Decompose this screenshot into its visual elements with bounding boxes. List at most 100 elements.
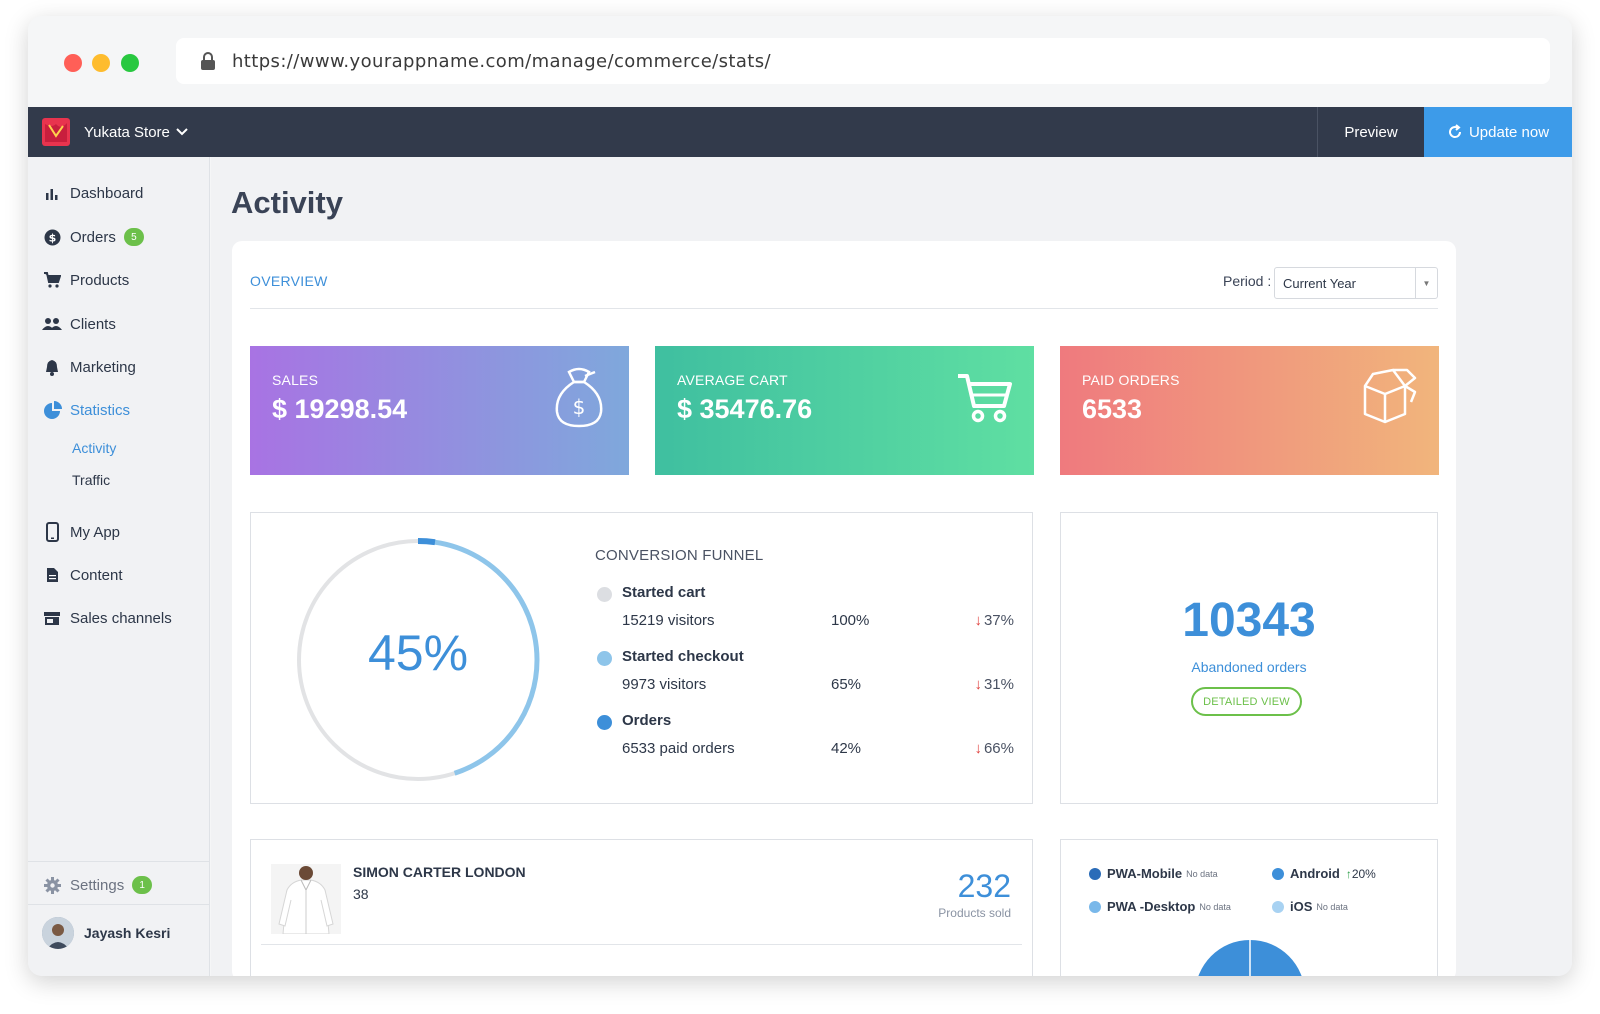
sidebar-item-clients[interactable]: Clients bbox=[42, 314, 116, 334]
funnel-title: CONVERSION FUNNEL bbox=[595, 547, 764, 564]
sidebar-item-statistics[interactable]: Statistics bbox=[42, 400, 130, 420]
sidebar-divider bbox=[28, 861, 210, 862]
subnav-traffic[interactable]: Traffic bbox=[72, 472, 111, 488]
funnel-step-name: Started cart bbox=[622, 584, 706, 601]
sidebar-item-settings[interactable]: Settings 1 bbox=[42, 875, 153, 895]
funnel-step-change-value: 37% bbox=[983, 612, 1014, 629]
maximize-window-dot[interactable] bbox=[121, 54, 139, 72]
cart-icon bbox=[42, 270, 62, 290]
sidebar-item-label: Content bbox=[70, 566, 123, 584]
platform-pie-chart bbox=[1198, 940, 1302, 976]
address-bar[interactable]: https://www.yourappname.com/manage/comme… bbox=[176, 38, 1550, 84]
funnel-step-name: Orders bbox=[622, 712, 672, 729]
legend-name: PWA-Mobile bbox=[1107, 866, 1183, 881]
user-name: Jayash Kesri bbox=[84, 925, 171, 941]
kpi-value: 6533 bbox=[1082, 394, 1143, 424]
close-window-dot[interactable] bbox=[64, 54, 82, 72]
money-bag-icon: $ bbox=[555, 367, 603, 428]
sidebar: Dashboard $ Orders 5 Products Clients M bbox=[28, 157, 210, 976]
sidebar-item-marketing[interactable]: Marketing bbox=[42, 357, 136, 377]
sidebar-item-dashboard[interactable]: Dashboard bbox=[42, 183, 143, 203]
period-value: Current Year bbox=[1283, 275, 1356, 291]
sidebar-item-sales-channels[interactable]: Sales channels bbox=[42, 608, 172, 628]
funnel-step-change-value: 66% bbox=[983, 740, 1014, 757]
legend-dot bbox=[1272, 900, 1284, 913]
lock-icon bbox=[201, 52, 215, 70]
legend-status: No data bbox=[1199, 901, 1231, 912]
abandoned-orders-value: 10343 bbox=[1182, 594, 1316, 647]
dollar-circle-icon: $ bbox=[42, 227, 62, 247]
product-name: SIMON CARTER LONDON bbox=[353, 864, 526, 880]
funnel-step-name: Started checkout bbox=[622, 648, 744, 665]
store-logo bbox=[42, 118, 70, 146]
legend-android: Android ↑20% bbox=[1272, 866, 1376, 881]
products-sold-value: 232 bbox=[957, 868, 1011, 904]
orders-count-badge: 5 bbox=[123, 228, 144, 246]
sidebar-item-label: Sales channels bbox=[70, 609, 172, 627]
paid-orders-kpi-card: PAID ORDERS 6533 bbox=[1060, 346, 1439, 475]
legend-pwa-mobile: PWA-Mobile No data bbox=[1089, 866, 1218, 881]
detailed-view-button[interactable]: DETAILED VIEW bbox=[1191, 687, 1302, 716]
arrow-down-icon: ↓ bbox=[974, 740, 982, 757]
svg-text:$: $ bbox=[573, 395, 586, 419]
panel-divider bbox=[250, 308, 1438, 309]
main-content: Activity OVERVIEW Period : Current Year … bbox=[211, 157, 1572, 976]
funnel-step-change: ↓ 37% bbox=[974, 612, 1014, 629]
abandoned-orders-label: Abandoned orders bbox=[1191, 659, 1307, 675]
arrow-down-icon: ↓ bbox=[974, 612, 982, 629]
settings-count-badge: 1 bbox=[132, 876, 153, 894]
sidebar-item-label: Marketing bbox=[70, 358, 136, 376]
document-icon bbox=[42, 565, 62, 585]
subnav-activity[interactable]: Activity bbox=[72, 440, 117, 456]
products-sold-label: Products sold bbox=[938, 906, 1011, 920]
arrow-down-icon: ↓ bbox=[974, 676, 982, 693]
preview-button[interactable]: Preview bbox=[1317, 107, 1424, 157]
sidebar-item-label: Statistics bbox=[70, 401, 131, 419]
legend-name: iOS bbox=[1290, 899, 1313, 914]
legend-name: PWA -Desktop bbox=[1107, 899, 1196, 914]
overview-panel: OVERVIEW Period : Current Year ▼ SALES $… bbox=[232, 241, 1456, 976]
kpi-label: AVERAGE CART bbox=[677, 372, 788, 388]
product-quantity: 38 bbox=[353, 886, 369, 902]
arrow-up-icon: ↑ bbox=[1345, 866, 1352, 881]
average-cart-kpi-card: AVERAGE CART $ 35476.76 bbox=[655, 346, 1034, 475]
user-profile[interactable]: Jayash Kesri bbox=[42, 917, 170, 949]
phone-icon bbox=[42, 522, 62, 542]
legend-name: Android bbox=[1290, 866, 1340, 881]
funnel-step-visitors: 9973 visitors bbox=[622, 676, 707, 693]
sidebar-divider bbox=[28, 904, 210, 905]
bar-chart-icon bbox=[42, 183, 62, 203]
app-header: Yukata Store Preview Update now bbox=[28, 107, 1572, 157]
url-text: https://www.yourappname.com/manage/comme… bbox=[232, 50, 772, 72]
tab-overview[interactable]: OVERVIEW bbox=[250, 273, 328, 289]
period-label: Period : bbox=[1223, 273, 1272, 289]
sidebar-item-my-app[interactable]: My App bbox=[42, 522, 120, 542]
product-divider bbox=[261, 944, 1022, 945]
conversion-ring-chart bbox=[296, 537, 540, 782]
update-now-label: Update now bbox=[1468, 123, 1550, 141]
update-now-button[interactable]: Update now bbox=[1424, 107, 1572, 157]
platform-breakdown-card: PWA-Mobile No data Android ↑20% PWA -Des… bbox=[1060, 839, 1438, 976]
refresh-icon bbox=[1448, 124, 1461, 138]
sales-kpi-card: SALES $ 19298.54 $ bbox=[250, 346, 629, 475]
legend-pwa-desktop: PWA -Desktop No data bbox=[1089, 899, 1231, 914]
funnel-dot-started-cart bbox=[597, 587, 612, 602]
store-switcher[interactable]: Yukata Store bbox=[28, 107, 188, 157]
store-icon bbox=[42, 608, 62, 628]
legend-status-value: 20% bbox=[1351, 866, 1376, 881]
bell-icon bbox=[42, 357, 62, 377]
product-image bbox=[271, 864, 341, 935]
users-icon bbox=[42, 314, 62, 334]
conversion-funnel-card: 45% CONVERSION FUNNEL Started cart 15219… bbox=[250, 512, 1033, 804]
period-select[interactable]: Current Year ▼ bbox=[1274, 267, 1438, 299]
gear-icon bbox=[42, 875, 62, 895]
sidebar-item-content[interactable]: Content bbox=[42, 565, 123, 585]
funnel-step-change-value: 31% bbox=[983, 676, 1014, 693]
sidebar-item-orders[interactable]: $ Orders 5 bbox=[42, 227, 144, 247]
sidebar-item-products[interactable]: Products bbox=[42, 270, 129, 290]
sidebar-item-label: My App bbox=[70, 523, 121, 541]
funnel-step-percent: 65% bbox=[831, 676, 862, 693]
svg-text:$: $ bbox=[48, 231, 56, 244]
top-product-card: SIMON CARTER LONDON 38 232 Products sold bbox=[250, 839, 1033, 976]
minimize-window-dot[interactable] bbox=[92, 54, 110, 72]
